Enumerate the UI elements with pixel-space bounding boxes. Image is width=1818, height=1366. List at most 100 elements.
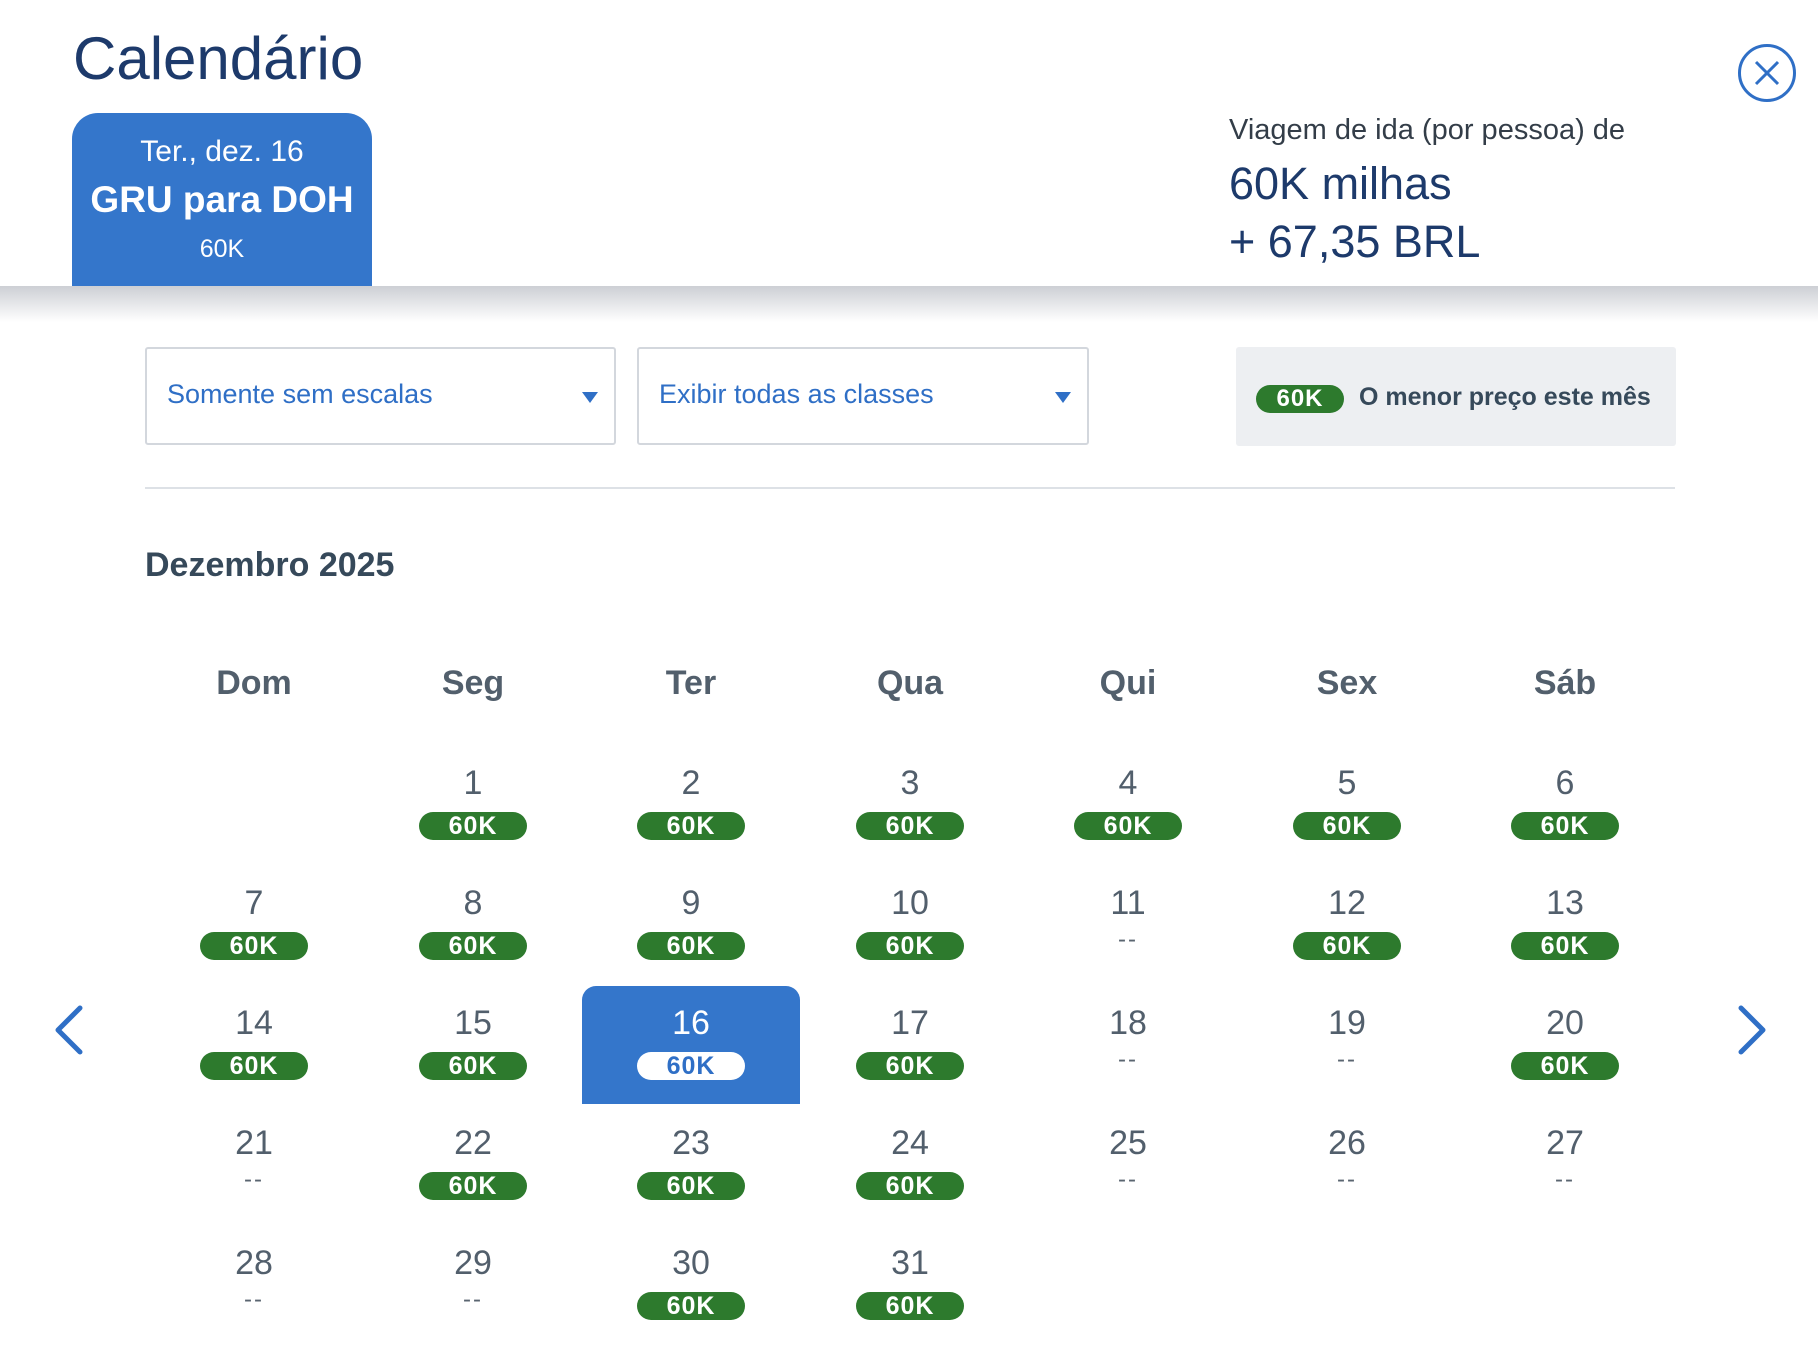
day-number: 1 — [463, 764, 483, 802]
price-badge: 60K — [1293, 812, 1401, 840]
day-number: 16 — [672, 1004, 710, 1042]
calendar-day[interactable]: 2 60K — [582, 746, 800, 864]
chevron-right-icon — [1738, 1005, 1766, 1055]
next-month-button[interactable] — [1725, 1000, 1775, 1060]
price-badge: 60K — [419, 1172, 527, 1200]
day-number: 27 — [1546, 1124, 1584, 1162]
day-number: 10 — [891, 884, 929, 922]
weekday-label: Ter — [665, 664, 717, 702]
day-number: 8 — [463, 884, 483, 922]
calendar-day[interactable]: 24 60K — [801, 1106, 1019, 1224]
day-number: 24 — [891, 1124, 929, 1162]
calendar-day[interactable]: 10 60K — [801, 866, 1019, 984]
calendar-day[interactable]: 25 -- — [1019, 1106, 1237, 1224]
page-title: Calendário — [73, 25, 364, 92]
close-button[interactable] — [1738, 44, 1796, 102]
no-price-text: -- — [1118, 926, 1138, 953]
caret-down-icon — [582, 392, 598, 403]
day-number: 18 — [1109, 1004, 1147, 1042]
day-number: 15 — [454, 1004, 492, 1042]
weekday-label: Sáb — [1533, 664, 1597, 702]
weekday-label: Qui — [1099, 664, 1157, 702]
no-price-text: -- — [1337, 1166, 1357, 1193]
day-number: 11 — [1110, 884, 1146, 922]
calendar-day[interactable]: 7 60K — [145, 866, 363, 984]
trip-date: Ter., dez. 16 — [140, 135, 304, 168]
stops-select-value: Somente sem escalas — [167, 379, 433, 409]
calendar-day[interactable]: 28 -- — [145, 1226, 363, 1344]
day-number: 12 — [1328, 884, 1366, 922]
calendar-day[interactable]: 4 60K — [1019, 746, 1237, 864]
price-badge: 60K — [1256, 385, 1344, 413]
calendar-day-selected[interactable]: 16 60K — [582, 986, 800, 1104]
calendar-day[interactable]: 22 60K — [364, 1106, 582, 1224]
day-number: 3 — [900, 764, 920, 802]
price-badge: 60K — [1511, 812, 1619, 840]
stops-select[interactable]: Somente sem escalas — [145, 347, 616, 445]
fare-cash: + 67,35 BRL — [1229, 216, 1481, 267]
calendar-day[interactable]: 15 60K — [364, 986, 582, 1104]
day-number: 30 — [672, 1244, 710, 1282]
price-badge: 60K — [1074, 812, 1182, 840]
price-badge: 60K — [200, 1052, 308, 1080]
calendar-day[interactable]: 26 -- — [1238, 1106, 1456, 1224]
day-number: 26 — [1328, 1124, 1366, 1162]
fare-label: Viagem de ida (por pessoa) de — [1229, 114, 1626, 146]
price-badge: 60K — [856, 812, 964, 840]
day-number: 9 — [681, 884, 701, 922]
no-price-text: -- — [463, 1286, 483, 1313]
calendar-day[interactable]: 19 -- — [1238, 986, 1456, 1104]
calendar-day[interactable]: 27 -- — [1456, 1106, 1674, 1224]
calendar-day[interactable]: 12 60K — [1238, 866, 1456, 984]
calendar-day[interactable]: 29 -- — [364, 1226, 582, 1344]
price-badge: 60K — [419, 932, 527, 960]
day-number: 28 — [235, 1244, 273, 1282]
weekday-label: Dom — [216, 664, 292, 702]
calendar-day[interactable]: 17 60K — [801, 986, 1019, 1104]
day-number: 6 — [1555, 764, 1575, 802]
calendar-day[interactable]: 23 60K — [582, 1106, 800, 1224]
header-shadow — [0, 286, 1818, 322]
no-price-text: -- — [244, 1166, 264, 1193]
no-price-text: -- — [1337, 1046, 1357, 1073]
day-number: 31 — [891, 1244, 929, 1282]
calendar-day[interactable]: 21 -- — [145, 1106, 363, 1224]
weekday-label: Seg — [441, 664, 505, 702]
day-number: 14 — [235, 1004, 273, 1042]
calendar-day[interactable]: 11 -- — [1019, 866, 1237, 984]
calendar-day[interactable]: 30 60K — [582, 1226, 800, 1344]
price-badge: 60K — [1511, 1052, 1619, 1080]
calendar-day[interactable]: 3 60K — [801, 746, 1019, 864]
no-price-text: -- — [1118, 1046, 1138, 1073]
day-number: 25 — [1109, 1124, 1147, 1162]
price-badge: 60K — [637, 932, 745, 960]
price-badge: 60K — [200, 932, 308, 960]
header: Calendário Ter., dez. 16 GRU para DOH 60… — [0, 0, 1818, 286]
day-number: 23 — [672, 1124, 710, 1162]
no-price-text: -- — [244, 1286, 264, 1313]
weekday-label: Sex — [1316, 664, 1378, 702]
calendar-day[interactable]: 8 60K — [364, 866, 582, 984]
price-badge: 60K — [856, 1292, 964, 1320]
calendar-day[interactable]: 1 60K — [364, 746, 582, 864]
calendar-day[interactable]: 20 60K — [1456, 986, 1674, 1104]
calendar-day[interactable]: 31 60K — [801, 1226, 1019, 1344]
close-icon — [1754, 60, 1780, 86]
chevron-left-icon — [55, 1005, 83, 1055]
calendar-day[interactable]: 9 60K — [582, 866, 800, 984]
prev-month-button[interactable] — [46, 1000, 96, 1060]
price-badge: 60K — [419, 812, 527, 840]
day-number: 29 — [454, 1244, 492, 1282]
price-badge: 60K — [1511, 932, 1619, 960]
calendar-day[interactable]: 5 60K — [1238, 746, 1456, 864]
divider — [145, 487, 1675, 489]
calendar-day[interactable]: 14 60K — [145, 986, 363, 1104]
calendar-day[interactable]: 6 60K — [1456, 746, 1674, 864]
calendar-day[interactable]: 18 -- — [1019, 986, 1237, 1104]
price-badge: 60K — [637, 1172, 745, 1200]
trip-tab[interactable]: Ter., dez. 16 GRU para DOH 60K — [72, 113, 372, 286]
price-badge: 60K — [637, 1052, 745, 1080]
classes-select[interactable]: Exibir todas as classes — [637, 347, 1089, 445]
calendar-day[interactable]: 13 60K — [1456, 866, 1674, 984]
no-price-text: -- — [1555, 1166, 1575, 1193]
